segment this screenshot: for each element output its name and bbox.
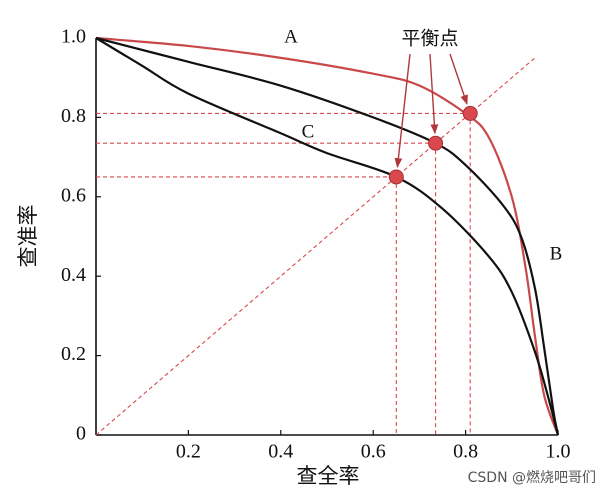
watermark: CSDN @燃烧吧哥们 <box>468 469 596 486</box>
break-even-point <box>428 135 444 151</box>
y-tick-label: 0.8 <box>61 105 86 127</box>
y-axis-title: 查准率 <box>16 205 40 268</box>
y-tick-label: 0 <box>76 423 86 445</box>
annotation-arrow <box>449 53 468 105</box>
diagonal <box>95 57 536 436</box>
x-axis-title: 查全率 <box>297 464 360 488</box>
x-tick-label: 0.2 <box>176 441 201 463</box>
curve-label: B <box>550 243 563 264</box>
curve <box>95 37 560 436</box>
break-even-point <box>462 105 478 121</box>
curve-label: C <box>302 121 315 142</box>
x-tick-label: 1.0 <box>546 441 571 463</box>
curve-label: A <box>284 26 298 47</box>
curve <box>95 36 560 436</box>
y-tick-label: 0.6 <box>61 184 86 206</box>
y-tick-label: 1.0 <box>61 26 86 48</box>
y-tick-label: 0.2 <box>61 343 86 365</box>
annotation-arrow <box>394 53 411 168</box>
annotation-arrow <box>429 53 439 135</box>
x-tick-label: 0.6 <box>361 441 386 463</box>
y-tick-label: 0.4 <box>61 264 86 286</box>
curve <box>95 36 560 436</box>
break-even-point <box>388 169 404 185</box>
annotation: 平衡点 <box>401 27 458 49</box>
x-tick-label: 0.4 <box>268 441 293 463</box>
x-tick-label: 0.8 <box>453 441 478 463</box>
